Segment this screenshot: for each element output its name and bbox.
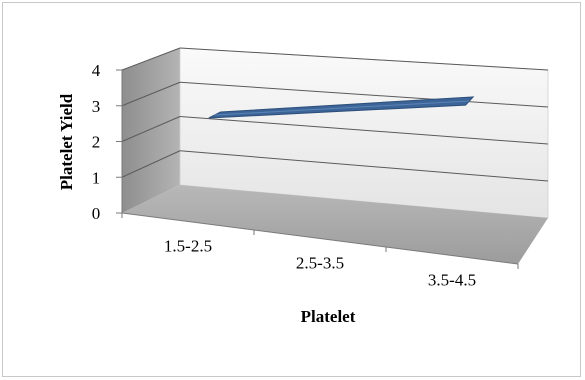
gridlines <box>121 47 549 182</box>
gridline-back <box>179 81 549 108</box>
floor <box>122 185 548 264</box>
gridline-side <box>121 150 181 178</box>
x-tick-label: 1.5-2.5 <box>164 237 212 256</box>
gridline-side <box>121 47 181 71</box>
gridline-back <box>179 47 549 71</box>
y-tick-label: 4 <box>92 61 101 80</box>
gridline-side <box>121 81 181 107</box>
gridline-back <box>179 116 549 145</box>
y-tick-label: 2 <box>92 133 101 152</box>
x-tick-label: 3.5-4.5 <box>428 271 476 290</box>
y-tick-label: 1 <box>92 168 101 187</box>
x-tick-label: 2.5-3.5 <box>296 254 344 273</box>
series-ribbon <box>208 96 475 119</box>
gridline-back <box>179 150 549 182</box>
series-layer <box>208 96 475 119</box>
side-wall <box>122 48 180 213</box>
x-axis: 1.5-2.5 2.5-3.5 3.5-4.5 <box>121 212 519 290</box>
y-tick-label: 0 <box>92 204 101 223</box>
y-axis: 0 1 2 3 4 <box>92 61 123 223</box>
gridline-side <box>121 116 181 142</box>
x-axis-title: Platelet <box>301 307 356 326</box>
y-tick-label: 3 <box>92 97 101 116</box>
x-axis-line <box>121 212 519 265</box>
y-axis-title: Platelet Yield <box>57 93 76 190</box>
